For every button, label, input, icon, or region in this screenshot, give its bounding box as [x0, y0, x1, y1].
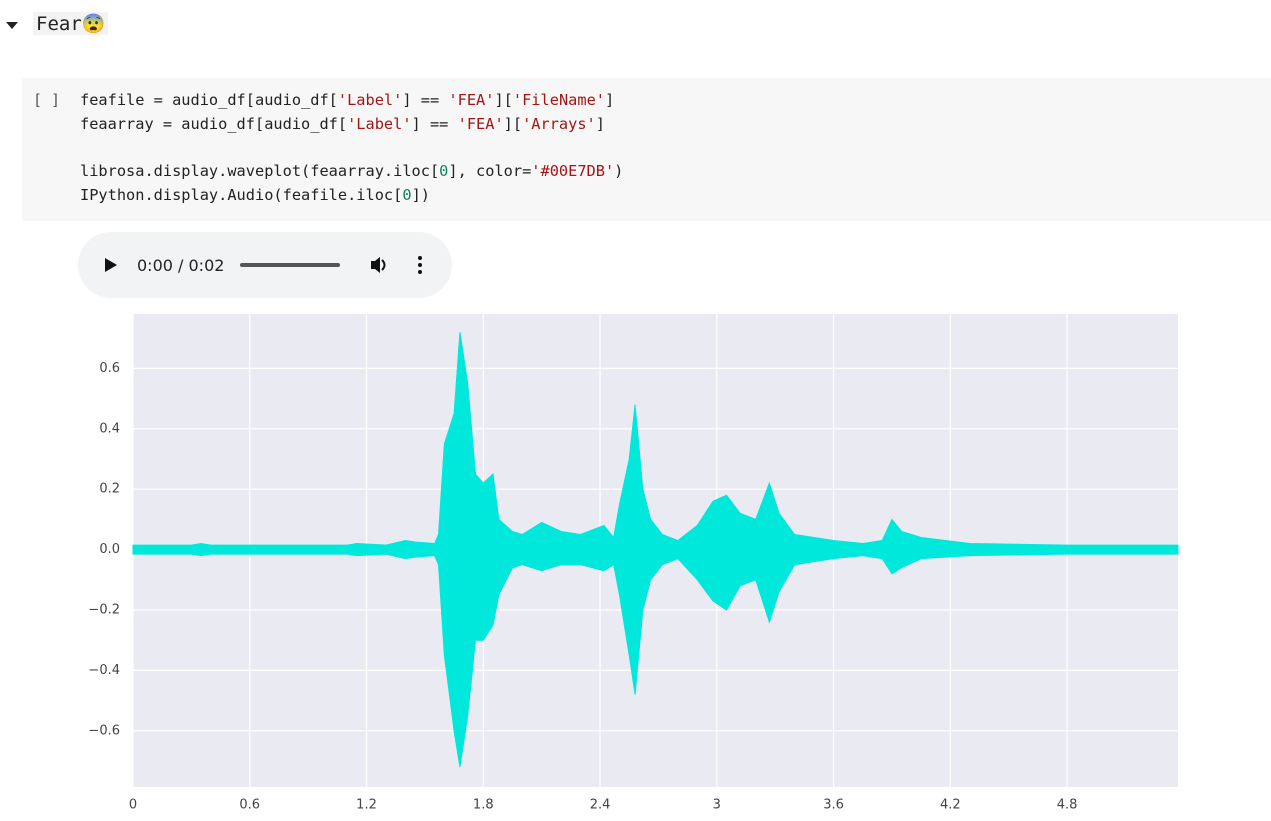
- x-tick-label: 1.8: [473, 798, 494, 813]
- x-tick-label: 0: [129, 798, 137, 813]
- audio-player: [78, 232, 452, 298]
- x-tick-label: 2.4: [590, 798, 611, 813]
- code-line: librosa.display.waveplot(feaarray.iloc[0…: [80, 162, 624, 181]
- y-tick-label: −0.6: [88, 723, 120, 738]
- y-tick-label: −0.2: [88, 603, 120, 618]
- y-tick-label: 0.4: [99, 421, 120, 436]
- section-title: Fear😨: [33, 12, 109, 35]
- x-tick-label: 3.6: [823, 798, 844, 813]
- waveform-envelope: [132, 332, 1179, 551]
- audio-controls: [105, 256, 422, 274]
- play-button[interactable]: [105, 258, 117, 272]
- volume-wave: [381, 259, 386, 271]
- run-prompt[interactable]: [ ]: [33, 91, 61, 109]
- code-line: feafile = audio_df[audio_df['Label'] == …: [80, 91, 615, 109]
- x-tick-label: 0.6: [239, 798, 260, 813]
- collapse-toggle[interactable]: [6, 22, 18, 29]
- y-tick-label: 0.0: [99, 542, 120, 557]
- seek-bar[interactable]: [240, 263, 340, 267]
- volume-button[interactable]: [371, 257, 380, 273]
- code-line: [80, 136, 623, 160]
- menu-button[interactable]: [418, 256, 422, 274]
- audio-time: 0:00 / 0:02: [137, 256, 225, 275]
- code-cell[interactable]: [22, 78, 1271, 221]
- x-tick-label: 4.2: [940, 798, 961, 813]
- code-line: IPython.display.Audio(feafile.iloc[0]): [80, 185, 430, 204]
- x-tick-label: 1.2: [356, 798, 377, 813]
- code-line: feaarray = audio_df[audio_df['Label'] ==…: [80, 114, 605, 133]
- x-tick-label: 4.8: [1057, 798, 1078, 813]
- y-tick-label: 0.2: [99, 482, 120, 497]
- code: feafile = audio_df[audio_df['Label'] == …: [80, 89, 623, 207]
- x-tick-label: 3: [713, 798, 721, 813]
- y-tick-label: 0.6: [99, 361, 120, 376]
- plot-background: [133, 314, 1178, 787]
- y-tick-label: −0.4: [88, 663, 120, 678]
- waveform-envelope: [132, 549, 1179, 768]
